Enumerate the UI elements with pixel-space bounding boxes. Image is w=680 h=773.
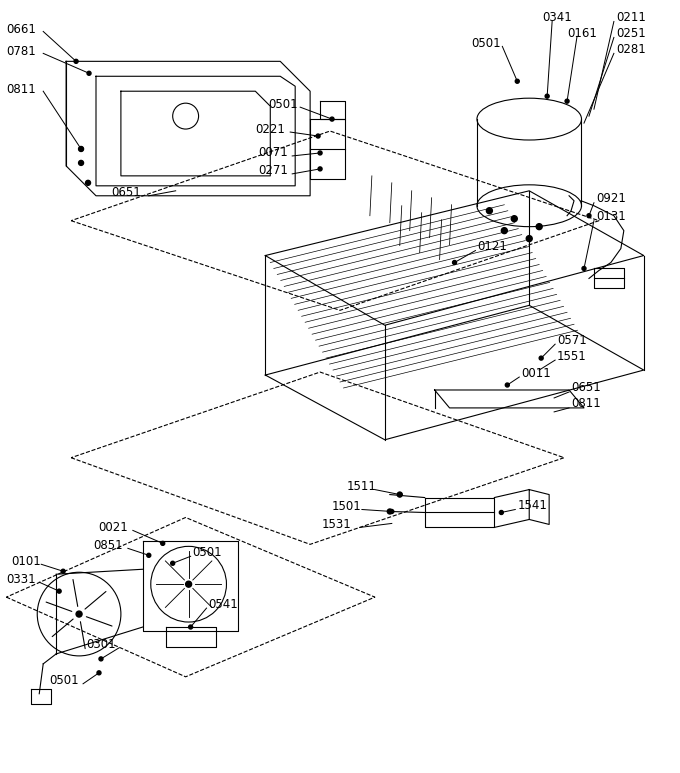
Circle shape — [499, 510, 503, 515]
Circle shape — [147, 553, 151, 557]
Circle shape — [79, 147, 84, 152]
Text: 0331: 0331 — [6, 573, 36, 586]
Circle shape — [452, 261, 456, 264]
Circle shape — [486, 208, 492, 213]
Text: 1541: 1541 — [517, 499, 547, 512]
Circle shape — [160, 541, 165, 545]
Circle shape — [587, 213, 591, 218]
Text: 0811: 0811 — [6, 83, 36, 96]
Circle shape — [526, 236, 532, 242]
Text: 0851: 0851 — [93, 539, 122, 552]
Text: 0011: 0011 — [522, 366, 551, 380]
Text: 0301: 0301 — [86, 638, 116, 652]
Text: 1511: 1511 — [347, 480, 377, 493]
Circle shape — [398, 492, 402, 496]
Circle shape — [97, 671, 101, 675]
Circle shape — [186, 581, 192, 587]
Text: 0221: 0221 — [256, 123, 285, 135]
Text: 0571: 0571 — [557, 334, 587, 346]
Text: 0501: 0501 — [471, 37, 501, 50]
Text: 0501: 0501 — [192, 546, 222, 559]
Text: 0131: 0131 — [596, 210, 626, 223]
Circle shape — [79, 161, 84, 165]
Circle shape — [582, 267, 586, 271]
Text: 0121: 0121 — [477, 240, 507, 253]
Text: 0341: 0341 — [542, 11, 572, 24]
Circle shape — [79, 147, 83, 151]
Circle shape — [87, 71, 91, 75]
Text: 0501: 0501 — [269, 97, 298, 111]
Text: 0271: 0271 — [258, 165, 288, 177]
Text: 0101: 0101 — [12, 555, 41, 568]
Circle shape — [539, 356, 543, 360]
Circle shape — [171, 561, 175, 565]
Circle shape — [515, 80, 520, 83]
Circle shape — [388, 509, 392, 514]
Text: 1551: 1551 — [557, 349, 587, 363]
Circle shape — [86, 180, 90, 186]
Text: 0071: 0071 — [258, 146, 288, 159]
Circle shape — [318, 167, 322, 171]
Text: 0651: 0651 — [111, 186, 141, 199]
Circle shape — [316, 134, 320, 138]
Circle shape — [61, 569, 65, 574]
Text: 0281: 0281 — [616, 43, 645, 56]
Circle shape — [511, 216, 517, 222]
Text: 0211: 0211 — [616, 11, 646, 24]
Circle shape — [397, 492, 403, 497]
Circle shape — [188, 625, 192, 629]
Circle shape — [330, 117, 334, 121]
Circle shape — [390, 509, 394, 513]
Circle shape — [501, 228, 507, 233]
Circle shape — [545, 94, 549, 98]
Circle shape — [57, 589, 61, 593]
Circle shape — [565, 99, 569, 103]
Text: 0651: 0651 — [571, 382, 601, 394]
Circle shape — [74, 60, 78, 63]
Text: 0811: 0811 — [571, 397, 601, 410]
Circle shape — [505, 383, 509, 387]
Text: 0661: 0661 — [6, 23, 36, 36]
Text: 0781: 0781 — [6, 45, 36, 58]
Circle shape — [99, 657, 103, 661]
Text: 0541: 0541 — [209, 598, 238, 611]
Circle shape — [318, 151, 322, 155]
Circle shape — [537, 223, 542, 230]
Text: 0501: 0501 — [49, 674, 79, 687]
Text: 0161: 0161 — [567, 27, 597, 40]
Text: 1501: 1501 — [332, 500, 362, 513]
Circle shape — [76, 611, 82, 617]
Text: 1531: 1531 — [322, 518, 352, 531]
Text: 0251: 0251 — [616, 27, 645, 40]
Text: 0921: 0921 — [596, 192, 626, 206]
Text: 0021: 0021 — [98, 521, 128, 534]
